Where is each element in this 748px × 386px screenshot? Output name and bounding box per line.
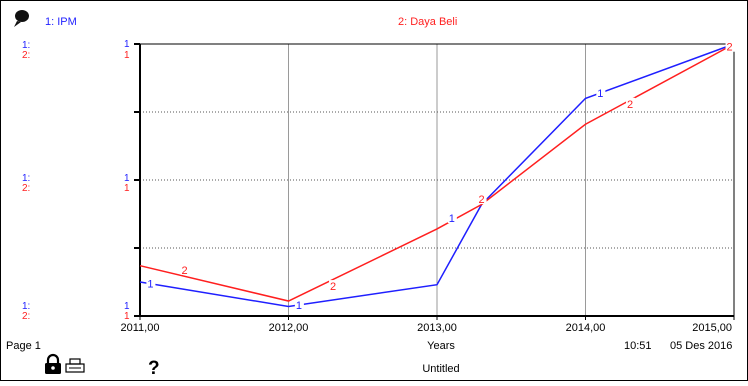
axis-label-s1-bot: 1:	[22, 301, 30, 312]
scale-mark-s1-bot: 1	[124, 301, 130, 312]
series-marker-bg	[294, 299, 304, 311]
series-marker-1: 1	[147, 278, 153, 290]
footer-date: 05 Des 2016	[670, 340, 732, 352]
axis-label-s2-mid: 2:	[22, 183, 30, 194]
footer-time: 10:51	[624, 340, 652, 352]
series-marker-bg	[180, 263, 190, 275]
axis-label-s2-bot: 2:	[22, 311, 30, 322]
x-tick-label: 2014,00	[566, 322, 606, 334]
scale-mark-s1-top: 1	[124, 39, 130, 50]
x-tick-label: 2012,00	[269, 322, 309, 334]
series-line-2	[139, 43, 735, 302]
x-tick-label: 2011,00	[121, 322, 160, 334]
series-marker-1: 1	[597, 88, 603, 100]
series-marker-2: 2	[478, 194, 484, 206]
legend-series-1: 1: IPM	[45, 16, 77, 28]
scale-mark-s1-mid: 1	[124, 173, 130, 184]
series-marker-bg	[596, 86, 606, 98]
series-marker-bg	[725, 40, 735, 52]
scale-mark-s2-bot: 1	[124, 311, 130, 322]
page-label: Page 1	[6, 340, 41, 352]
graph-pad-icon[interactable]	[14, 10, 29, 27]
axis-label-s1-mid: 1:	[22, 173, 30, 184]
printer-icon[interactable]	[65, 358, 85, 373]
series-marker-2: 2	[726, 42, 732, 54]
series-marker-bg	[146, 277, 156, 289]
series	[139, 43, 735, 308]
series-marker-bg	[626, 97, 636, 109]
series-marker-2: 2	[181, 265, 187, 277]
series-marker-bg	[329, 280, 339, 292]
x-ticks: 2011,00 2012,00 2013,00 2014,00 2015,00	[121, 316, 735, 334]
series-line-1	[139, 43, 735, 308]
series-marker-bg	[447, 212, 457, 224]
scale-mark-s2-mid: 1	[124, 183, 130, 194]
question-mark-icon[interactable]: ?	[148, 358, 160, 379]
series-marker-bg	[477, 193, 487, 205]
legend-series-2: 2: Daya Beli	[398, 16, 457, 28]
series-markers: 1 1 1 1 2 2 2 2 2	[146, 40, 735, 312]
series-marker-2: 2	[330, 281, 336, 293]
series-marker-2: 2	[627, 99, 633, 111]
series-marker-1: 1	[449, 213, 455, 225]
x-tick-label: 2013,00	[417, 322, 457, 334]
scale-mark-s2-top: 1	[124, 50, 130, 61]
x-tick-label: 2015,00	[692, 322, 732, 334]
x-axis-title: Years	[427, 340, 455, 352]
axis-label-s1-top: 1:	[22, 40, 30, 51]
series-marker-1: 1	[296, 300, 302, 312]
document-title: Untitled	[422, 363, 459, 375]
lock-icon[interactable]	[45, 353, 61, 374]
axis-label-s2-top: 2:	[22, 50, 30, 61]
